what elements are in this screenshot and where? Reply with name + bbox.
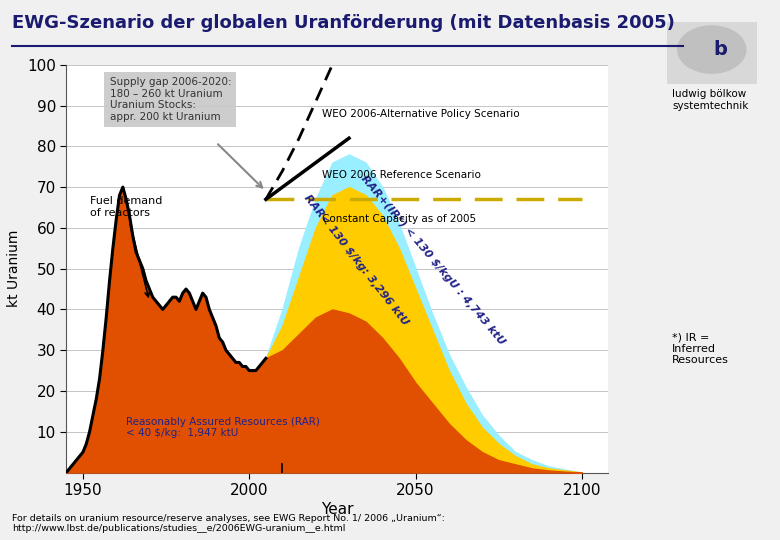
Text: Fuel demand
of reactors: Fuel demand of reactors — [90, 196, 162, 297]
Text: Supply gap 2006-2020:
180 – 260 kt Uranium
Uranium Stocks:
appr. 200 kt Uranium: Supply gap 2006-2020: 180 – 260 kt Urani… — [109, 77, 231, 122]
Text: WEO 2006 Reference Scenario: WEO 2006 Reference Scenario — [322, 170, 481, 180]
Text: ludwig bölkow
systemtechnik: ludwig bölkow systemtechnik — [672, 89, 749, 111]
Text: WEO 2006-Alternative Policy Scenario: WEO 2006-Alternative Policy Scenario — [322, 109, 520, 119]
Text: *) IR =
Inferred
Resources: *) IR = Inferred Resources — [672, 332, 729, 365]
Text: RAR< 130 $/kg: 3,296 ktU: RAR< 130 $/kg: 3,296 ktU — [303, 193, 410, 328]
X-axis label: Year: Year — [321, 502, 353, 517]
Circle shape — [678, 26, 746, 73]
Y-axis label: kt Uranium: kt Uranium — [8, 230, 22, 307]
Text: For details on uranium resource/reserve analyses, see EWG Report No. 1/ 2006 „Ur: For details on uranium resource/reserve … — [12, 514, 445, 534]
Text: Reasonably Assured Resources (RAR)
< 40 $/kg:  1,947 ktU: Reasonably Assured Resources (RAR) < 40 … — [126, 417, 320, 438]
Text: RAR+(IR*) < 130 $/kgU : 4,743 ktU: RAR+(IR*) < 130 $/kgU : 4,743 ktU — [359, 174, 506, 347]
Text: EWG-Szenario der globalen Uranförderung (mit Datenbasis 2005): EWG-Szenario der globalen Uranförderung … — [12, 14, 675, 31]
Text: Constant Capacity as of 2005: Constant Capacity as of 2005 — [322, 214, 477, 224]
Text: b: b — [714, 40, 728, 59]
